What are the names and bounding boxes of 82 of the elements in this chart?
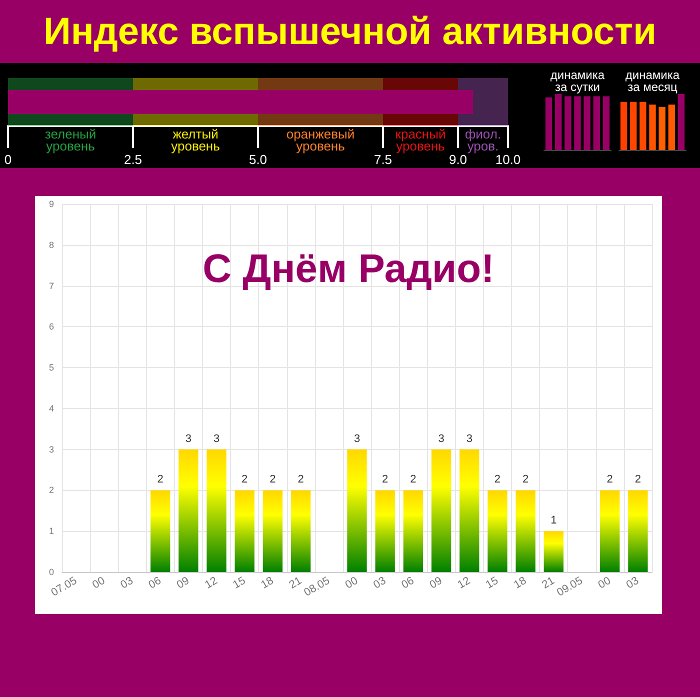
y-tick-label: 1 [48, 526, 54, 536]
bar [206, 449, 226, 572]
chart-title: динамика за сутки [550, 68, 605, 94]
bar [150, 490, 170, 572]
bar [516, 490, 536, 572]
bar [628, 490, 648, 572]
x-tick-label: 18 [512, 574, 529, 592]
bar [668, 104, 675, 150]
y-tick-label: 3 [48, 444, 54, 454]
x-tick-label: 5.0 [248, 152, 268, 167]
x-tick-label: 7.5 [374, 152, 392, 167]
y-tick-label: 9 [48, 199, 54, 209]
bar [678, 94, 685, 150]
x-tick-label: 0 [4, 152, 12, 167]
bar [347, 449, 367, 572]
chart-title: Индекс вспышечной активности [44, 11, 656, 53]
data-label: 2 [298, 474, 304, 486]
bar [649, 104, 656, 150]
bar [262, 490, 283, 572]
y-tick-label: 5 [48, 362, 54, 373]
y-tick-label: 0 [48, 567, 54, 577]
bar [488, 490, 508, 572]
data-label: 1 [550, 514, 557, 527]
data-label: 2 [494, 474, 501, 486]
bar [630, 102, 637, 150]
bar [178, 449, 198, 572]
band-label: желтый уровень [171, 126, 220, 154]
y-tick-label: 4 [48, 403, 54, 414]
band-label: фиол. уров. [464, 126, 502, 154]
y-tick-label: 6 [48, 322, 54, 332]
band-label: красный уровень [395, 126, 446, 154]
x-tick-label: 06 [146, 574, 164, 592]
x-tick-label: 18 [259, 574, 276, 592]
bar [431, 449, 452, 572]
bar [640, 102, 646, 150]
data-label: 2 [522, 474, 529, 486]
data-label: 2 [157, 474, 164, 486]
data-label: 3 [466, 432, 472, 445]
x-tick-label: 09 [428, 574, 444, 592]
data-label: 3 [185, 432, 192, 445]
x-tick-label: 00 [596, 574, 613, 592]
x-tick-label: 15 [484, 574, 500, 592]
data-label: 3 [438, 432, 444, 445]
bar [620, 102, 628, 150]
x-tick-label: 03 [624, 574, 641, 592]
chart-title: динамика за месяц [625, 68, 680, 94]
data-label: 2 [242, 474, 248, 486]
x-tick-label: 00 [90, 574, 108, 592]
x-tick-label: 06 [400, 574, 416, 592]
x-tick-label: 2.5 [124, 152, 142, 167]
x-tick-label: 12 [456, 574, 472, 592]
x-tick-label: 9.0 [448, 152, 468, 167]
bar [600, 490, 620, 572]
bar [460, 449, 480, 572]
data-label: 3 [354, 432, 360, 445]
x-tick-label: 03 [372, 574, 388, 592]
x-tick-label: 10.0 [495, 152, 521, 167]
x-tick-label: 21 [540, 574, 557, 592]
data-label: 2 [270, 474, 276, 486]
data-label: 2 [606, 474, 613, 486]
band-label: зеленый уровень [44, 126, 96, 154]
bar [403, 490, 424, 572]
bar [544, 531, 564, 572]
x-tick-label: 12 [202, 574, 220, 592]
x-tick-label: 03 [118, 574, 136, 592]
bar [658, 106, 666, 150]
x-tick-label: 00 [343, 574, 360, 592]
data-label: 2 [634, 474, 642, 486]
text: С Днём Радио! [202, 247, 494, 291]
x-tick-label: 15 [231, 574, 248, 592]
data-label: 3 [213, 432, 220, 445]
data-label: 2 [410, 474, 416, 486]
band-label: оранжевый уровень [286, 126, 355, 154]
y-tick-label: 2 [48, 485, 54, 496]
y-tick-label: 8 [48, 240, 54, 250]
x-tick-label: 09 [174, 574, 192, 592]
y-tick-label: 7 [48, 280, 54, 291]
data-label: 2 [382, 474, 388, 486]
x-tick-label: 21 [287, 574, 304, 592]
bar [290, 490, 311, 572]
bar [234, 490, 254, 572]
bar [375, 490, 395, 572]
